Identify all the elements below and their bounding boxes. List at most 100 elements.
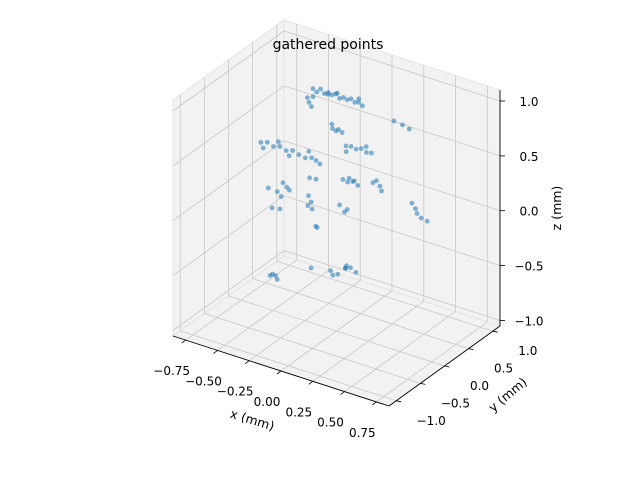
data-point xyxy=(352,99,358,105)
data-points xyxy=(258,86,430,282)
y-tick-label: 0.5 xyxy=(494,362,513,376)
data-point xyxy=(317,161,323,167)
grid-line xyxy=(180,330,397,402)
data-point xyxy=(265,185,271,191)
x-tick-label: −0.75 xyxy=(153,364,190,378)
data-point xyxy=(328,268,333,274)
x-tick-label: 0.25 xyxy=(285,405,312,419)
data-point xyxy=(348,144,354,149)
z-tick-label: 1.0 xyxy=(519,95,538,109)
z-tick-label: −0.5 xyxy=(514,260,543,274)
data-point xyxy=(321,91,327,96)
data-point xyxy=(348,265,353,271)
x-tick xyxy=(181,339,186,344)
data-point xyxy=(287,187,292,193)
data-point xyxy=(356,100,361,105)
z-axis-label: z (mm) xyxy=(549,186,564,231)
data-point xyxy=(414,211,420,216)
x-tick-label: 0.75 xyxy=(349,426,376,440)
data-point xyxy=(355,183,361,188)
data-point xyxy=(343,143,349,149)
data-point xyxy=(305,203,311,208)
data-point xyxy=(302,155,308,161)
data-point xyxy=(325,91,331,97)
data-point xyxy=(418,215,424,221)
y-tick xyxy=(492,330,498,333)
grid-line xyxy=(283,195,501,266)
data-point xyxy=(309,155,314,161)
x-axis-label: x (mm) xyxy=(228,406,276,434)
grid-line xyxy=(172,85,285,167)
data-point xyxy=(374,178,379,184)
data-point xyxy=(307,175,312,181)
x-tick-label: −0.25 xyxy=(217,385,254,399)
data-point xyxy=(341,95,346,100)
x-tick xyxy=(213,350,218,354)
grid-line xyxy=(172,140,285,222)
grid-line xyxy=(283,250,501,321)
data-point xyxy=(337,202,342,208)
data-point xyxy=(409,200,415,206)
grid-line xyxy=(172,195,285,276)
data-point xyxy=(336,127,341,132)
data-point xyxy=(353,146,359,152)
data-point xyxy=(364,150,369,155)
data-point xyxy=(330,272,336,278)
data-point xyxy=(283,148,289,154)
data-point xyxy=(330,126,335,131)
y-tick-label: −1.0 xyxy=(417,414,446,428)
tick-labels: −0.75−0.50−0.250.00 0.25 0.50 0.75 −1.0 −0.5 0… xyxy=(153,95,543,440)
data-point xyxy=(313,176,319,182)
data-point xyxy=(308,265,314,271)
y-axis-label: y (mm) xyxy=(485,374,529,415)
data-point xyxy=(275,139,281,145)
data-point xyxy=(391,118,397,124)
data-point xyxy=(306,149,312,154)
data-point xyxy=(260,145,266,151)
grid-line xyxy=(172,250,285,331)
data-point xyxy=(334,90,340,96)
data-point xyxy=(305,95,310,100)
data-point xyxy=(343,149,349,155)
data-point xyxy=(329,92,335,98)
z-tick-label: 0.0 xyxy=(519,205,538,219)
grid-line xyxy=(283,30,501,102)
x-tick xyxy=(340,391,345,395)
data-point xyxy=(296,152,302,158)
data-point xyxy=(351,178,357,184)
x-tick-label: 0.00 xyxy=(254,395,281,409)
data-point xyxy=(344,97,350,103)
grid-line xyxy=(283,140,501,212)
data-point xyxy=(370,180,376,186)
data-point xyxy=(345,179,350,185)
y-tick-label: −0.5 xyxy=(441,396,470,410)
x-tick-label: 0.50 xyxy=(317,416,344,430)
data-point xyxy=(271,144,276,149)
data-point xyxy=(313,158,319,163)
data-point xyxy=(339,130,345,135)
data-point xyxy=(424,218,430,224)
y-tick xyxy=(396,400,402,403)
data-point xyxy=(277,144,283,149)
data-point xyxy=(360,103,365,109)
y-tick xyxy=(468,348,474,350)
data-point xyxy=(290,148,295,153)
data-point xyxy=(314,89,320,95)
grid-line xyxy=(228,295,445,367)
data-point xyxy=(353,270,359,275)
data-point xyxy=(314,225,320,230)
data-point xyxy=(369,150,374,156)
data-point xyxy=(308,199,314,205)
data-point xyxy=(274,189,280,195)
data-point xyxy=(310,94,316,100)
data-point xyxy=(335,271,341,277)
z-tick-label: −1.0 xyxy=(514,315,543,329)
x-tick-label: −0.50 xyxy=(185,374,222,388)
data-point xyxy=(358,146,364,152)
z-tick-label: 0.5 xyxy=(519,150,538,164)
data-point xyxy=(309,206,315,212)
data-point xyxy=(337,96,342,101)
data-point xyxy=(340,177,346,182)
data-point xyxy=(329,121,335,127)
